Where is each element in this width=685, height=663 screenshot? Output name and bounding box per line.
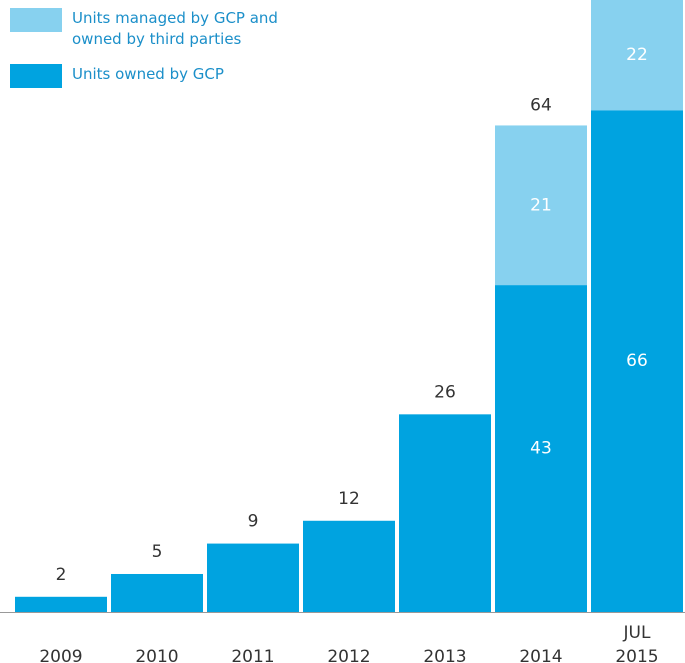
value-label: 2	[56, 565, 67, 585]
legend-item: Units managed by GCP and owned by third …	[10, 8, 340, 50]
x-tick-label: 2010	[135, 647, 178, 663]
bar-segment	[495, 285, 587, 612]
value-label: 12	[338, 489, 360, 509]
x-tick-label: 2012	[327, 647, 370, 663]
value-label: 9	[248, 512, 259, 532]
x-tick-label: JUL 2015	[615, 623, 658, 663]
bar-segment	[303, 520, 395, 612]
value-label: 5	[152, 542, 163, 562]
bar-segment	[591, 0, 683, 111]
x-tick-label: 2011	[231, 647, 274, 663]
legend-swatch	[10, 64, 62, 88]
value-label: 66	[626, 351, 648, 371]
x-tick-label: 2009	[39, 647, 82, 663]
x-tick-label: 2014	[519, 647, 562, 663]
legend-label: Units owned by GCP	[72, 65, 224, 83]
value-label: 43	[530, 439, 552, 459]
bar-segment	[207, 543, 299, 612]
bar-segment	[399, 414, 491, 612]
bar-segment	[111, 573, 203, 612]
bar-segment	[15, 596, 107, 612]
total-label: 64	[530, 95, 552, 115]
value-label: 22	[626, 45, 648, 65]
value-label: 21	[530, 195, 552, 215]
legend-label: Units managed by GCP and owned by third …	[72, 9, 278, 48]
bar-segment	[591, 110, 683, 612]
legend-swatch	[10, 8, 62, 32]
value-label: 26	[434, 382, 456, 402]
x-tick-label: 2013	[423, 647, 466, 663]
legend-item: Units owned by GCP	[10, 64, 340, 88]
bar-segment	[495, 125, 587, 286]
legend: Units managed by GCP and owned by third …	[10, 8, 340, 102]
